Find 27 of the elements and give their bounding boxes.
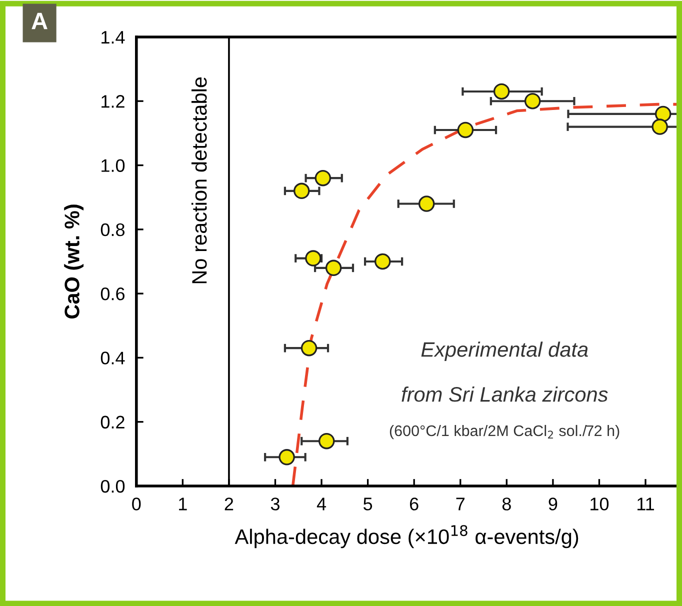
annotation: Experimental data xyxy=(421,342,588,362)
y-tick-label: 0.2 xyxy=(100,416,124,429)
x-tick-label: 7 xyxy=(456,498,464,510)
x-tick-label: 1 xyxy=(179,498,187,510)
x-tick-label: 9 xyxy=(548,498,558,510)
y-tick-label: 0.6 xyxy=(100,288,124,300)
y-tick-label: 0.8 xyxy=(100,223,125,236)
y-axis-title: CaO (wt. %) xyxy=(64,204,84,318)
x-axis-title: Alpha-decay dose (×10$^{18}$ α-events/g) xyxy=(234,525,578,548)
y-tick-label: 1.0 xyxy=(102,159,125,172)
y-tick-label: 1.4 xyxy=(102,31,125,44)
annotation: from Sri Lanka zircons xyxy=(402,386,608,402)
x-tick-label: 8 xyxy=(502,498,511,510)
x-tick-label: 5 xyxy=(364,498,372,510)
x-tick-label: 2 xyxy=(224,498,234,510)
x-tick-label: 4 xyxy=(316,498,326,510)
y-tick-label: 0.4 xyxy=(100,352,125,364)
x-tick-label: 11 xyxy=(638,498,654,510)
y-tick-label: 1.2 xyxy=(102,95,124,108)
x-tick-label: 10 xyxy=(590,498,609,510)
text: A xyxy=(32,12,48,30)
x-tick-label: 0 xyxy=(132,498,141,510)
y-tick-label: 0.0 xyxy=(100,480,125,493)
x-tick-label: 6 xyxy=(410,498,418,510)
annotation: (600°C/1 kbar/2M CaCl$_{2}$ sol./72 h) xyxy=(390,424,620,440)
ref-line-label: No reaction detectable xyxy=(191,77,207,284)
x-tick-label: 3 xyxy=(270,498,280,510)
